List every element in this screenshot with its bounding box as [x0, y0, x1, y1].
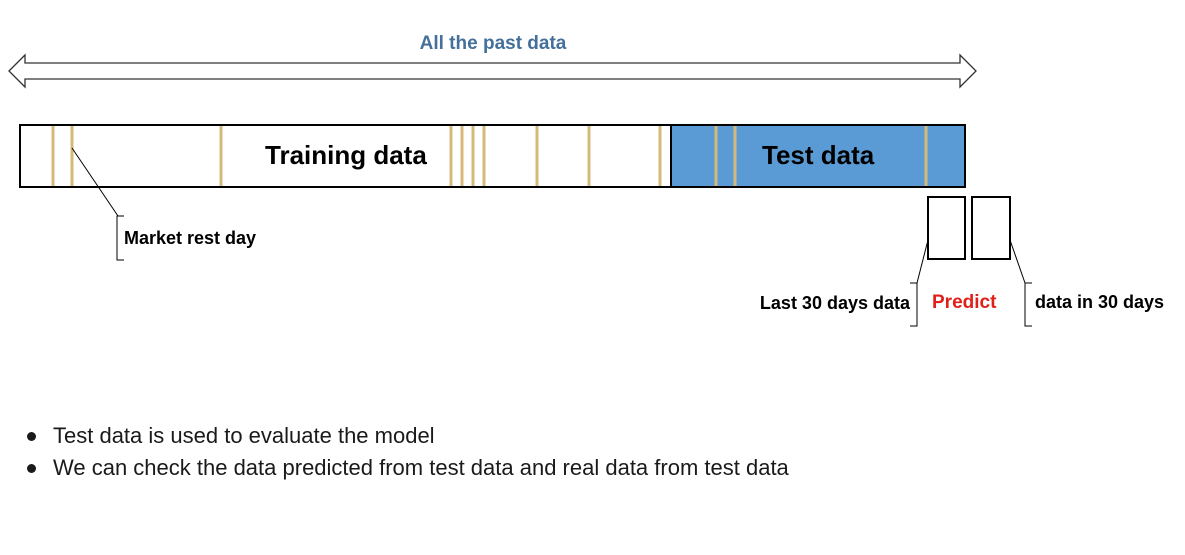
diagram-title: All the past data	[419, 33, 567, 54]
notes-list: Test data is used to evaluate the model …	[25, 420, 789, 484]
bullet-icon	[27, 464, 36, 473]
future-30-days-box	[971, 196, 1011, 260]
double-arrow	[8, 53, 977, 89]
rest-day-bracket	[116, 215, 124, 261]
test-data-label: Test data	[762, 140, 875, 170]
last-30-days-label: Last 30 days data	[759, 293, 910, 313]
rest-day-lines	[51, 126, 928, 186]
rest-day-leader	[71, 147, 119, 217]
future-30-leader	[1009, 239, 1026, 284]
note-text: Test data is used to evaluate the model	[53, 423, 435, 448]
bullet-icon	[27, 432, 36, 441]
data-in-30-days-label: data in 30 days	[1035, 292, 1165, 312]
training-data-label: Training data	[265, 140, 427, 170]
last-30-days-box	[927, 196, 966, 260]
market-rest-day-label: Market rest day	[124, 228, 257, 248]
test-segment	[670, 124, 966, 188]
future-30-bracket	[1024, 282, 1032, 327]
training-segment	[19, 124, 672, 188]
note-item: Test data is used to evaluate the model	[25, 420, 789, 452]
last-30-leader	[916, 239, 929, 284]
last-30-bracket	[910, 282, 918, 327]
predict-label: Predict	[932, 292, 997, 313]
note-text: We can check the data predicted from tes…	[53, 455, 789, 480]
note-item: We can check the data predicted from tes…	[25, 452, 789, 484]
